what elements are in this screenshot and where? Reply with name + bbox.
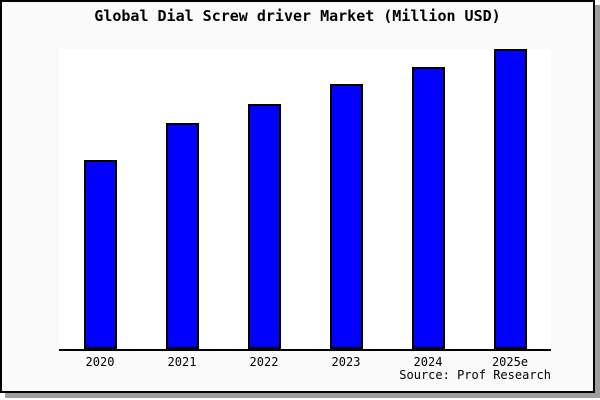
bar-2025e bbox=[493, 49, 527, 349]
bar-slot bbox=[305, 84, 387, 349]
bar-slot bbox=[223, 104, 305, 349]
bar-slot bbox=[469, 49, 551, 349]
bar-2023 bbox=[329, 84, 363, 349]
bar-2021 bbox=[165, 123, 199, 349]
chart-frame: Global Dial Screw driver Market (Million… bbox=[0, 0, 595, 393]
bar-slot bbox=[387, 67, 469, 349]
bar-slot bbox=[141, 123, 223, 349]
x-tick-label-2020: 2020 bbox=[85, 355, 115, 369]
bar-slot bbox=[59, 160, 141, 349]
bar-2022 bbox=[247, 104, 281, 349]
x-tick-label-2023: 2023 bbox=[331, 355, 361, 369]
plot-wrap: 2020 2021 2022 2023 2024 2025e bbox=[59, 49, 551, 369]
x-axis-labels: 2020 2021 2022 2023 2024 2025e bbox=[59, 351, 551, 369]
bar-2024 bbox=[411, 67, 445, 349]
x-tick-label-2021: 2021 bbox=[167, 355, 197, 369]
source-credit: Source: Prof Research bbox=[399, 368, 551, 382]
x-tick-label-2024: 2024 bbox=[413, 355, 443, 369]
x-tick-label-2025e: 2025e bbox=[491, 355, 529, 369]
chart-title: Global Dial Screw driver Market (Million… bbox=[94, 7, 501, 25]
bar-2020 bbox=[83, 160, 117, 349]
plot-area bbox=[59, 49, 551, 351]
x-tick-label-2022: 2022 bbox=[249, 355, 279, 369]
